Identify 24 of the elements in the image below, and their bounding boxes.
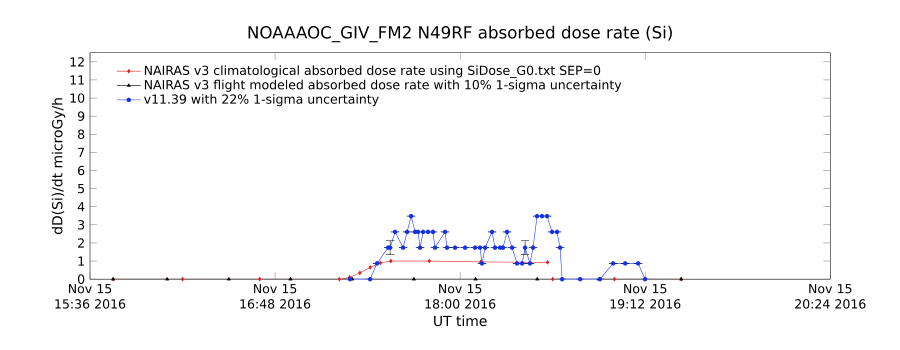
y-tick-label: 5 [78,184,84,194]
y-tick-label: 10 [70,93,84,103]
y-tick-label: 9 [78,111,84,121]
x-tick-label: Nov 15 16:48 2016 [240,284,310,309]
legend-label: NAIRAS v3 flight modeled absorbed dose rate with 10% 1-sigma uncertainty [144,80,622,92]
x-tick-label: Nov 15 15:36 2016 [55,284,126,309]
y-tick-label: 12 [70,57,84,66]
y-tick-label: 11 [70,75,84,84]
x-tick-label: Nov 15 20:24 2016 [795,284,866,309]
y-tick-label: 4 [78,202,84,212]
y-tick-label: 2 [78,238,84,248]
y-tick-label: 8 [78,130,84,139]
legend-label: v11.39 with 22% 1-sigma uncertainty [144,94,379,106]
y-tick-label: 6 [78,166,84,176]
y-tick-label: 3 [78,220,84,230]
x-axis-title: UT time [434,315,487,326]
y-tick-label: 7 [78,148,84,157]
y-axis-title: dD(Si)/dt microGy/h [52,98,66,234]
x-tick-label: Nov 15 18:00 2016 [426,284,496,309]
x-tick-label: Nov 15 19:12 2016 [610,284,680,309]
y-tick-label: 0 [78,274,84,284]
legend-label: NAIRAS v3 climatological absorbed dose rate using SiDose_G0.txt SEP=0 [144,65,600,78]
y-tick-label: 1 [78,256,84,266]
chart-title: NOAAAOC_GIV_FM2 N49RF absorbed dose rate (Si) [248,26,672,42]
